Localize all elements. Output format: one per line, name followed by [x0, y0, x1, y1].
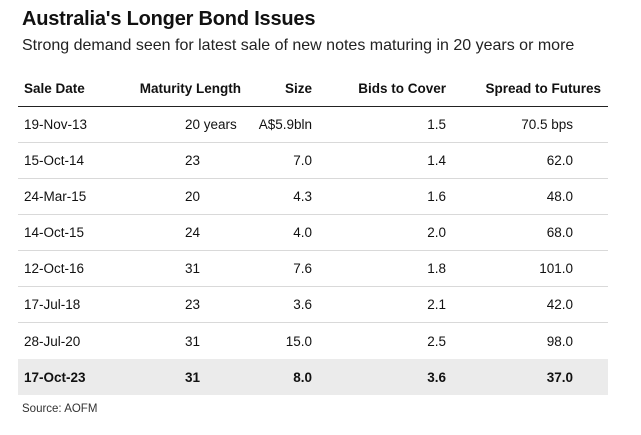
- table-row: 14-Oct-15 24 4.0 2.0 68.0: [18, 215, 608, 251]
- cell-spread-to-futures: 62.0: [546, 153, 573, 168]
- header-sale-date: Sale Date: [24, 80, 85, 96]
- bond-issues-table: Sale Date Maturity Length Size Bids to C…: [18, 70, 608, 395]
- cell-maturity-length: 24: [185, 225, 201, 240]
- header-spread-to-futures: Spread to Futures: [485, 80, 601, 96]
- cell-maturity-length: 20: [185, 189, 201, 204]
- cell-bids-to-cover: 2.5: [427, 333, 446, 349]
- cell-sale-date: 15-Oct-14: [24, 153, 85, 168]
- cell-sale-date: 17-Oct-23: [24, 369, 86, 385]
- cell-spread-to-futures: 70.5 bps: [521, 117, 573, 132]
- header-maturity-length: Maturity Length: [139, 80, 241, 96]
- cell-maturity-length: 23: [185, 153, 201, 168]
- chart-subtitle: Strong demand seen for latest sale of ne…: [22, 37, 575, 54]
- cell-sale-date: 14-Oct-15: [24, 225, 85, 240]
- cell-spread-to-futures: 68.0: [546, 225, 573, 240]
- cell-sale-date: 19-Nov-13: [24, 117, 88, 132]
- cell-maturity-length: 31: [185, 333, 201, 349]
- table-row: 17-Jul-18 23 3.6 2.1 42.0: [18, 287, 608, 323]
- cell-spread-to-futures: 48.0: [546, 189, 573, 204]
- cell-sale-date: 12-Oct-16: [24, 261, 85, 276]
- cell-sale-date: 17-Jul-18: [24, 297, 81, 312]
- cell-maturity-length: 31: [185, 261, 201, 276]
- header-bids-to-cover: Bids to Cover: [358, 80, 446, 96]
- cell-spread-to-futures: 98.0: [546, 333, 573, 349]
- cell-size: 4.3: [293, 189, 312, 204]
- table-row: 24-Mar-15 20 4.3 1.6 48.0: [18, 179, 608, 215]
- source-note: Source: AOFM: [22, 403, 98, 415]
- cell-spread-to-futures: 37.0: [546, 369, 573, 385]
- cell-bids-to-cover: 2.0: [427, 225, 446, 240]
- table-row-highlighted: 17-Oct-23 31 8.0 3.6 37.0: [18, 359, 608, 395]
- cell-bids-to-cover: 1.8: [427, 261, 446, 276]
- cell-bids-to-cover: 1.4: [427, 153, 446, 168]
- cell-spread-to-futures: 42.0: [546, 297, 573, 312]
- cell-maturity-length: 23: [185, 297, 201, 312]
- cell-bids-to-cover: 3.6: [427, 369, 446, 385]
- cell-spread-to-futures: 101.0: [539, 261, 573, 276]
- cell-size: 4.0: [293, 225, 312, 240]
- cell-sale-date: 28-Jul-20: [24, 333, 81, 349]
- cell-size: 7.6: [293, 261, 312, 276]
- cell-size: 3.6: [293, 297, 312, 312]
- cell-maturity-length: 31: [185, 369, 201, 385]
- table-header-row: Sale Date Maturity Length Size Bids to C…: [18, 70, 608, 107]
- cell-size: 15.0: [285, 333, 312, 349]
- table-body: 19-Nov-13 20 years A$5.9bln 1.5 70.5 bps 15-O…: [18, 107, 608, 395]
- cell-sale-date: 24-Mar-15: [24, 189, 87, 204]
- table-row: 28-Jul-20 31 15.0 2.5 98.0: [18, 323, 608, 359]
- cell-size: A$5.9bln: [258, 117, 312, 132]
- table-row: 12-Oct-16 31 7.6 1.8 101.0: [18, 251, 608, 287]
- cell-maturity-length: 20 years: [185, 117, 237, 132]
- cell-bids-to-cover: 2.1: [427, 297, 446, 312]
- table-row: 19-Nov-13 20 years A$5.9bln 1.5 70.5 bps: [18, 107, 608, 143]
- cell-bids-to-cover: 1.6: [427, 189, 446, 204]
- cell-bids-to-cover: 1.5: [427, 117, 446, 132]
- table-row: 15-Oct-14 23 7.0 1.4 62.0: [18, 143, 608, 179]
- cell-size: 8.0: [293, 369, 312, 385]
- header-size: Size: [284, 80, 312, 96]
- cell-size: 7.0: [293, 153, 312, 168]
- chart-title: Australia's Longer Bond Issues: [22, 8, 316, 30]
